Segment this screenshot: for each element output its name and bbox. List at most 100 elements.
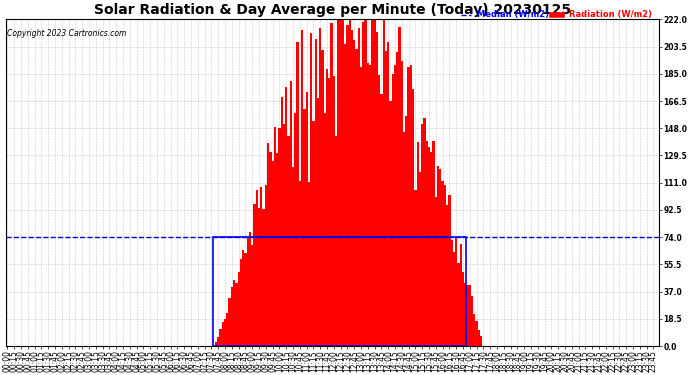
Bar — [394, 64, 396, 346]
Bar — [233, 280, 235, 346]
Bar — [301, 30, 303, 346]
Bar — [364, 20, 366, 346]
Bar — [392, 74, 394, 346]
Text: Copyright 2023 Cartronics.com: Copyright 2023 Cartronics.com — [7, 29, 126, 38]
Bar — [448, 195, 451, 346]
Bar — [412, 89, 414, 346]
Bar — [414, 189, 417, 346]
Bar — [249, 232, 251, 346]
Bar — [342, 20, 344, 346]
Bar — [331, 22, 333, 346]
Bar — [480, 336, 482, 346]
Bar — [324, 113, 326, 346]
Bar — [424, 118, 426, 346]
Bar — [219, 329, 221, 346]
Bar — [297, 42, 299, 346]
Bar — [333, 76, 335, 346]
Bar — [405, 116, 408, 346]
Bar — [274, 127, 276, 346]
Bar — [355, 49, 357, 346]
Bar — [362, 22, 364, 346]
Bar — [435, 196, 437, 346]
Bar — [460, 244, 462, 346]
Bar — [360, 67, 362, 346]
Bar — [260, 186, 262, 346]
Bar — [303, 108, 306, 346]
Legend: Median (W/m2), Radiation (W/m2): Median (W/m2), Radiation (W/m2) — [461, 10, 651, 20]
Bar — [265, 185, 267, 346]
Bar — [433, 141, 435, 346]
Bar — [281, 97, 283, 346]
Bar — [437, 166, 440, 346]
Bar — [348, 20, 351, 346]
Bar — [276, 153, 278, 346]
Bar — [315, 39, 317, 346]
Bar — [464, 283, 466, 346]
Bar — [369, 65, 371, 346]
Bar — [401, 60, 403, 346]
Bar — [408, 67, 410, 346]
Bar — [267, 142, 269, 346]
Bar — [313, 121, 315, 346]
Bar — [287, 136, 290, 346]
Title: Solar Radiation & Day Average per Minute (Today) 20230125: Solar Radiation & Day Average per Minute… — [94, 3, 571, 17]
Bar — [440, 169, 442, 346]
Bar — [473, 314, 475, 346]
Bar — [462, 272, 464, 346]
Bar — [351, 30, 353, 346]
Bar — [237, 272, 240, 346]
Bar — [283, 124, 285, 346]
Bar — [224, 320, 226, 346]
Bar — [426, 141, 428, 346]
Bar — [226, 313, 228, 346]
Bar — [410, 65, 412, 346]
Bar — [319, 28, 322, 346]
Bar — [278, 128, 281, 346]
Bar — [419, 172, 421, 346]
Bar — [477, 330, 480, 346]
Bar — [378, 75, 380, 346]
Bar — [269, 152, 271, 346]
Bar — [240, 259, 242, 346]
Bar — [446, 205, 448, 346]
Bar — [389, 101, 392, 346]
Bar — [244, 253, 246, 346]
Bar — [421, 124, 424, 346]
Bar — [385, 51, 387, 346]
Bar — [335, 136, 337, 346]
Bar — [346, 25, 348, 346]
Bar — [376, 32, 378, 346]
Bar — [469, 285, 471, 346]
Bar — [228, 298, 230, 346]
Bar — [453, 252, 455, 346]
Bar — [455, 238, 457, 346]
Bar — [213, 237, 466, 346]
Bar — [396, 52, 398, 346]
Bar — [299, 181, 301, 346]
Bar — [428, 147, 430, 346]
Bar — [451, 240, 453, 346]
Bar — [253, 204, 256, 346]
Bar — [373, 20, 376, 346]
Bar — [230, 287, 233, 346]
Bar — [380, 94, 382, 346]
Bar — [339, 20, 342, 346]
Bar — [242, 250, 244, 346]
Bar — [215, 342, 217, 346]
Bar — [444, 184, 446, 346]
Bar — [403, 132, 405, 346]
Bar — [466, 285, 469, 346]
Bar — [417, 141, 419, 346]
Bar — [246, 238, 249, 346]
Bar — [387, 42, 389, 346]
Bar — [258, 208, 260, 346]
Bar — [371, 20, 373, 346]
Bar — [337, 20, 339, 346]
Bar — [285, 87, 287, 346]
Bar — [251, 245, 253, 346]
Bar — [471, 296, 473, 346]
Bar — [256, 190, 258, 346]
Bar — [306, 92, 308, 346]
Bar — [221, 322, 224, 346]
Bar — [217, 337, 219, 346]
